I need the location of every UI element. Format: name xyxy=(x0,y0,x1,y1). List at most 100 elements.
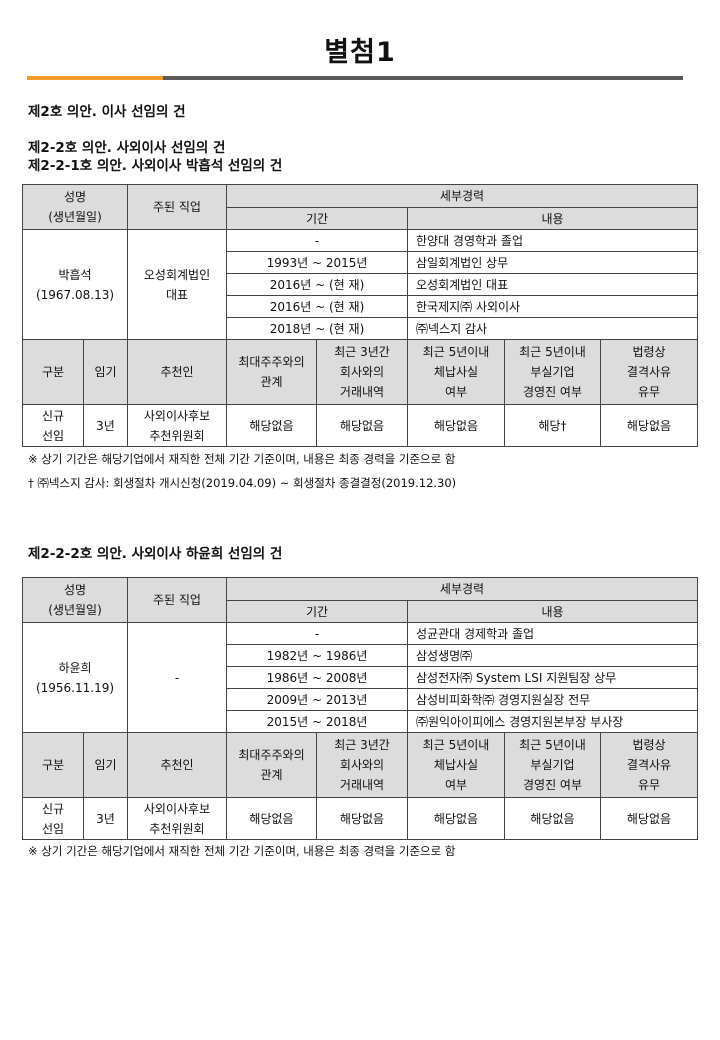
cell-text: 성명 xyxy=(63,583,87,597)
header-tax-default: 최근 5년이내 체납사실 여부 xyxy=(407,339,505,405)
header-insolvent-firm: 최근 5년이내 부실기업 경영진 여부 xyxy=(504,732,601,798)
career-content: 한국제지㈜ 사외이사 xyxy=(406,295,699,318)
header-career: 세부경력 xyxy=(225,184,699,208)
cell-text: 신규 xyxy=(41,801,65,816)
cell-text: 해당없음 xyxy=(433,418,479,433)
cell-text: (생년월일) xyxy=(48,603,102,617)
candidate-check-value: 해당없음 xyxy=(316,404,408,447)
career-period: 2016년 ~ (현 재) xyxy=(226,295,408,318)
cell-text: 최근 3년간 xyxy=(334,345,390,359)
cell-text: 거래내역 xyxy=(339,385,385,399)
cell-text: 하윤희 xyxy=(58,660,92,675)
header-recommender: 추천인 xyxy=(127,732,227,798)
cell-text: 1982년 ~ 1986년 xyxy=(266,648,368,663)
cell-text: 유무 xyxy=(637,778,661,792)
cell-text: 오성회계법인 xyxy=(143,267,211,282)
cell-text: ㈜넥스지 감사 xyxy=(416,321,488,336)
header-relation: 최대주주와의 관계 xyxy=(226,732,317,798)
career-content: 삼일회계법인 상무 xyxy=(406,251,699,274)
cell-text: 회사와의 xyxy=(339,365,385,379)
career-period: 2015년 ~ 2018년 xyxy=(226,710,408,733)
candidate-row: 신규 선임 3년 사외이사후보 추천위원회 해당없음 해당없음 해당없음 해당없음 해당없음 xyxy=(22,797,699,840)
career-period: 1993년 ~ 2015년 xyxy=(226,251,408,274)
cell-text: 경영진 여부 xyxy=(522,778,582,792)
cell-text: 3년 xyxy=(96,418,115,433)
candidate-check-value: 해당없음 xyxy=(226,404,317,447)
cell-text: 최근 5년이내 xyxy=(519,738,586,752)
career-table: 성명 (생년월일) 주된 직업 세부경력 기간 내용 하윤희 (1956.11.19) - - 성균… xyxy=(22,577,699,840)
cell-text: 결격사유 xyxy=(626,758,672,772)
cell-text: 해당† xyxy=(538,418,567,433)
candidate-job: - xyxy=(127,622,227,733)
cell-text: 2016년 ~ (현 재) xyxy=(269,277,365,292)
heading-agenda-2: 제2호 의안. 이사 선임의 건 xyxy=(28,104,186,120)
career-period: 2018년 ~ (현 재) xyxy=(226,317,408,340)
header-transactions: 최근 3년간 회사와의 거래내역 xyxy=(316,732,408,798)
career-content: 성균관대 경제학과 졸업 xyxy=(406,622,699,645)
candidate-check-value: 해당없음 xyxy=(316,797,408,840)
cell-text: 추천위원회 xyxy=(149,428,205,443)
cell-text: 법령상 xyxy=(632,345,666,359)
career-period: 2016년 ~ (현 재) xyxy=(226,273,408,296)
cell-text: 1993년 ~ 2015년 xyxy=(266,255,368,270)
cell-text: 성균관대 경제학과 졸업 xyxy=(416,626,535,641)
cell-text: 구분 xyxy=(41,365,65,379)
cell-text: 한국제지㈜ 사외이사 xyxy=(416,299,521,314)
cell-text: 사외이사후보 xyxy=(143,801,211,816)
candidate-row: 신규 선임 3년 사외이사후보 추천위원회 해당없음 해당없음 해당없음 해당† 해당없음 xyxy=(22,404,699,447)
header-recommender: 추천인 xyxy=(127,339,227,405)
cell-text: 임기 xyxy=(94,365,117,379)
career-period: 1982년 ~ 1986년 xyxy=(226,644,408,667)
cell-text: 성명 xyxy=(63,190,87,204)
cell-text: 최근 5년이내 xyxy=(422,738,490,752)
cell-text: 법령상 xyxy=(632,738,666,752)
cell-text: 최대주주와의 xyxy=(238,355,305,369)
header-term: 임기 xyxy=(83,732,128,798)
footnote-period-2: ※ 상기 기간은 해당기업에서 재직한 전체 기간 기준이며, 내용은 최종 경… xyxy=(28,844,456,858)
career-period: - xyxy=(226,622,408,645)
cell-text: - xyxy=(174,670,180,685)
cell-text: 한양대 경영학과 졸업 xyxy=(416,233,523,248)
cell-text: 내용 xyxy=(541,211,564,226)
cell-text: 추천위원회 xyxy=(149,821,205,836)
candidate-term: 3년 xyxy=(83,404,128,447)
cell-text: 구분 xyxy=(41,758,65,772)
cell-text: (1967.08.13) xyxy=(35,287,115,302)
cell-text: 체납사실 xyxy=(433,758,479,772)
cell-text: 2016년 ~ (현 재) xyxy=(269,299,365,314)
cell-text: 관계 xyxy=(260,768,283,782)
title-rule xyxy=(27,76,683,80)
career-row: 하윤희 (1956.11.19) - - 성균관대 경제학과 졸업 xyxy=(22,622,699,733)
header-insolvent-firm: 최근 5년이내 부실기업 경영진 여부 xyxy=(504,339,601,405)
career-row: 1993년 ~ 2015년 삼일회계법인 상무 xyxy=(23,251,699,274)
career-content: 삼성비피화학㈜ 경영지원실장 전무 xyxy=(406,688,699,711)
cell-text: 최근 3년간 xyxy=(334,738,390,752)
cell-text: 경영진 여부 xyxy=(522,385,582,399)
header-term: 임기 xyxy=(83,339,128,405)
cell-text: 선임 xyxy=(41,821,65,836)
cell-text: 해당없음 xyxy=(530,811,575,826)
cell-text: 2009년 ~ 2013년 xyxy=(266,692,368,707)
cell-text: 최근 5년이내 xyxy=(422,345,490,359)
footnote-period: ※ 상기 기간은 해당기업에서 재직한 전체 기간 기준이며, 내용은 최종 경… xyxy=(28,452,456,466)
career-row: 2015년 ~ 2018년 ㈜원익아이피에스 경영지원본부장 부사장 xyxy=(23,710,699,733)
footnote-dagger: † ㈜넥스지 감사: 회생절차 개시신청(2019.04.09) ~ 회생절차 … xyxy=(28,476,457,490)
cell-text: 삼성전자㈜ System LSI 지원팀장 상무 xyxy=(416,670,617,685)
career-row: 2016년 ~ (현 재) 오성회계법인 대표 xyxy=(23,273,699,296)
cell-text: 선임 xyxy=(41,428,65,443)
career-period: - xyxy=(226,229,408,252)
cell-text: 해당없음 xyxy=(249,811,294,826)
career-period: 2009년 ~ 2013년 xyxy=(226,688,408,711)
cell-text: 임기 xyxy=(94,758,117,772)
title-rule-accent xyxy=(27,76,163,80)
cell-text: 사외이사후보 xyxy=(143,408,211,423)
header-period: 기간 xyxy=(226,207,408,230)
cell-text: - xyxy=(314,626,320,641)
cell-text: 최근 5년이내 xyxy=(519,345,586,359)
cell-text: 해당없음 xyxy=(339,811,385,826)
cell-text: 신규 xyxy=(41,408,65,423)
